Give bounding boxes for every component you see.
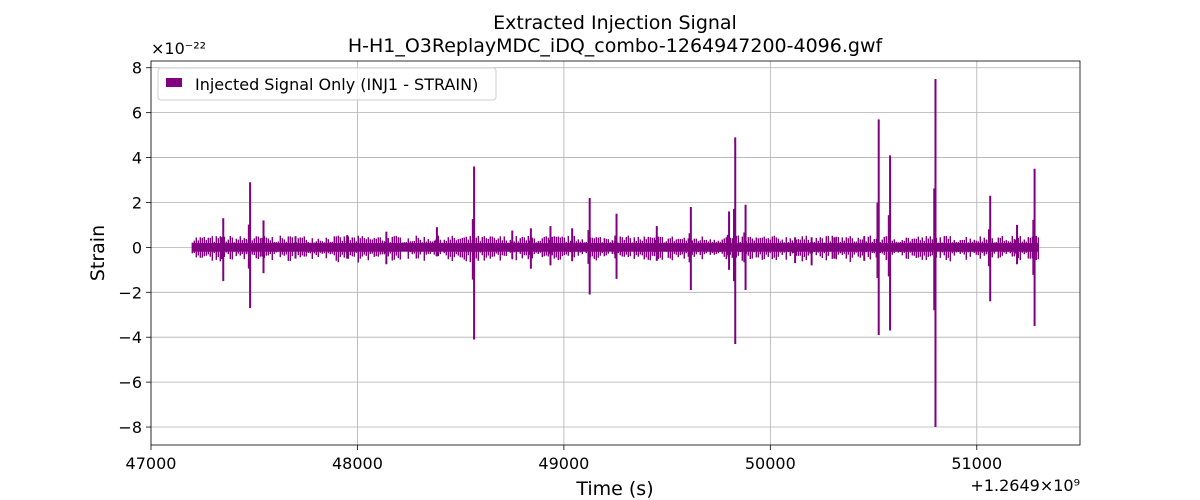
legend-swatch — [166, 78, 182, 87]
grid — [150, 61, 1080, 445]
legend: Injected Signal Only (INJ1 - STRAIN) — [157, 67, 497, 101]
y-tick-label: −6 — [118, 373, 142, 392]
x-tick-label: 50000 — [745, 454, 796, 473]
y-axis-ticks: −8 −6 −4 −2 0 2 4 6 8 — [118, 59, 151, 437]
y-tick-label: 6 — [132, 104, 142, 123]
x-axis-ticks: 47000 48000 49000 50000 51000 — [126, 445, 1002, 473]
chart-subtitle: H-H1_O3ReplayMDC_iDQ_combo-1264947200-40… — [348, 35, 884, 57]
chart-title: Extracted Injection Signal — [493, 12, 737, 34]
series-injected-signal — [191, 78, 1039, 428]
y-tick-label: 8 — [132, 59, 142, 78]
x-axis-label: Time (s) — [575, 478, 653, 500]
x-tick-label: 49000 — [538, 454, 589, 473]
y-tick-label: −8 — [118, 418, 142, 437]
axes-frame — [150, 60, 1081, 446]
y-tick-label: −4 — [118, 328, 142, 347]
y-tick-label: 0 — [132, 238, 142, 257]
x-tick-label: 48000 — [332, 454, 383, 473]
y-tick-label: −2 — [118, 283, 142, 302]
x-tick-label: 47000 — [126, 454, 177, 473]
y-axis-label: Strain — [87, 225, 109, 281]
x-axis-offset-text: +1.2649×10⁹ — [970, 476, 1080, 495]
x-tick-label: 51000 — [951, 454, 1002, 473]
y-tick-label: 4 — [132, 149, 142, 168]
y-axis-scale-text: ×10⁻²² — [151, 39, 206, 58]
legend-box — [157, 67, 497, 101]
legend-label: Injected Signal Only (INJ1 - STRAIN) — [195, 75, 478, 94]
y-tick-label: 2 — [132, 193, 142, 212]
